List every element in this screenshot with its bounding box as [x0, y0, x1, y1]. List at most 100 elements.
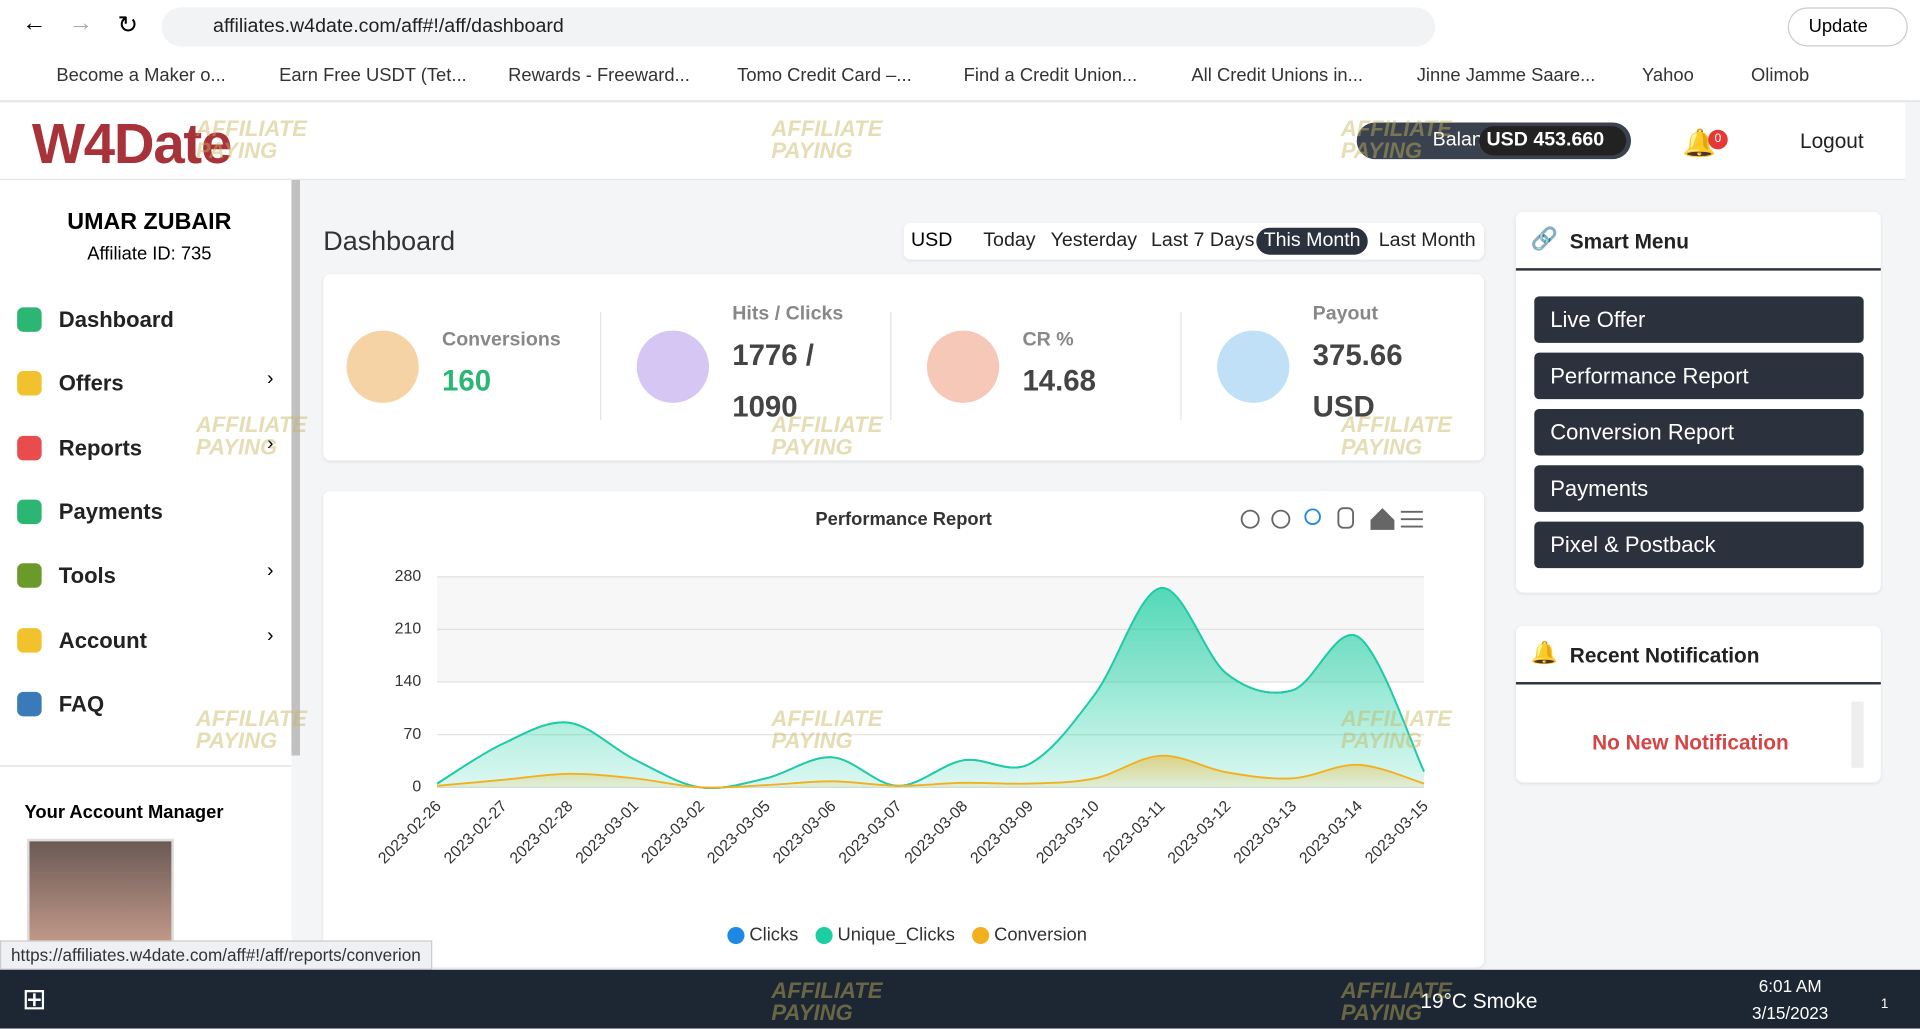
nav-item[interactable]: Tools [58, 563, 116, 588]
stat-label: Conversions [442, 329, 561, 351]
y-tick-label: 210 [395, 621, 422, 638]
zoom-out[interactable] [1271, 509, 1291, 529]
balance-value: USD 453.660 [1479, 126, 1627, 156]
forward[interactable]: → [68, 9, 94, 37]
pan[interactable] [1337, 507, 1354, 529]
range-button[interactable]: Today [983, 230, 1036, 252]
x-tick-label: 2023-03-06 [770, 798, 840, 868]
divider [1515, 682, 1881, 685]
x-tick-label: 2023-03-11 [1100, 798, 1169, 867]
chart-card: Performance Report 0 70 140 210 280 2023-02-2… [323, 491, 1485, 968]
bookmark[interactable]: Jinne Jamme Saare... [1416, 64, 1596, 86]
y-tick-label: 280 [395, 568, 422, 585]
x-tick-label: 2023-03-10 [1033, 798, 1103, 868]
nav-icon [17, 691, 42, 717]
bookmark[interactable]: Earn Free USDT (Tet... [279, 64, 467, 86]
zoom-in[interactable] [1240, 509, 1260, 529]
reset[interactable] [1370, 508, 1395, 530]
bookmark[interactable]: Rewards - Freeward... [508, 64, 690, 86]
stat-value: 160 [442, 364, 492, 398]
chevron: › [266, 625, 274, 646]
series-area [437, 755, 1425, 788]
range-button[interactable]: Last 7 Days [1151, 230, 1255, 252]
nav-item[interactable]: Dashboard [58, 307, 174, 332]
divider [0, 765, 292, 767]
link-icon: 🔗 [1530, 226, 1559, 252]
chart-title: Performance Report [815, 508, 992, 529]
x-tick-label: 2023-02-27 [441, 798, 511, 868]
menu-item[interactable]: Payments [1534, 465, 1864, 512]
back[interactable]: ← [22, 9, 47, 37]
logo[interactable]: W4Date [31, 111, 232, 176]
clock-time: 6:01 AM [1758, 975, 1822, 996]
start[interactable]: ⊞ [22, 983, 47, 1017]
nav-icon [17, 435, 42, 460]
x-tick-label: 2023-02-26 [375, 798, 445, 868]
nav-icon [17, 371, 42, 396]
nav-item[interactable]: Account [58, 627, 147, 653]
nav-icon [17, 499, 42, 524]
address-bar[interactable]: affiliates.w4date.com/aff#!/aff/dashboar… [161, 7, 1436, 47]
reload[interactable]: ↻ [117, 12, 139, 40]
range-button[interactable]: This Month [1256, 227, 1368, 255]
legend-label: Unique_Clicks [838, 923, 955, 945]
nav-item[interactable]: Reports [58, 435, 143, 460]
stat-icon [926, 330, 1000, 403]
logout[interactable]: Logout [1800, 129, 1864, 154]
y-tick-label: 140 [395, 673, 422, 690]
x-tick-label: 2023-03-01 [573, 798, 643, 868]
balance[interactable]: Balance USD 453.660 [1356, 122, 1632, 160]
y-tick-label: 70 [404, 726, 422, 743]
browser-toolbar: ← → ↻ affiliates.w4date.com/aff#!/aff/da… [0, 0, 1920, 52]
user-name: UMAR ZUBAIR [67, 209, 232, 236]
menu-item[interactable]: Conversion Report [1534, 408, 1864, 456]
bookmark[interactable]: Tomo Credit Card –... [737, 64, 912, 86]
bookmark[interactable]: Become a Maker o... [56, 64, 226, 86]
bookmark[interactable]: Find a Credit Union... [963, 64, 1138, 86]
legend-marker [815, 926, 833, 945]
x-tick-label: 2023-03-02 [638, 798, 708, 868]
currency[interactable]: USD [911, 230, 953, 252]
menu-item[interactable]: Pixel & Postback [1534, 521, 1864, 569]
nav-item[interactable]: Offers [58, 371, 124, 396]
divider [1180, 312, 1182, 421]
site-header: W4Date Balance USD 453.660 🔔 0 Logout [0, 102, 1906, 181]
stat-value: 1776 / 1090 [732, 339, 814, 424]
bookmark[interactable]: Yahoo [1642, 64, 1694, 86]
notification-title: Recent Notification [1569, 644, 1760, 668]
menu[interactable] [1400, 510, 1423, 528]
notification-card: 🔔 Recent Notification No New Notificatio… [1515, 625, 1881, 783]
legend-label: Conversion [994, 923, 1087, 944]
scrollbar [1851, 701, 1864, 768]
x-tick-label: 2023-03-07 [836, 798, 906, 868]
clock-date: 3/15/2023 [1752, 1002, 1829, 1023]
x-tick-label: 2023-02-28 [507, 798, 577, 868]
chart: Performance Report 0 70 140 210 280 2023-02-2… [375, 507, 1432, 945]
divider [600, 312, 602, 421]
range-button[interactable]: Last Month [1378, 230, 1476, 252]
x-tick-label: 2023-03-12 [1165, 798, 1235, 868]
smart-menu-title: Smart Menu [1569, 230, 1689, 254]
chevron: › [266, 561, 274, 582]
stat-label: Payout [1312, 303, 1378, 325]
x-tick-label: 2023-03-08 [902, 798, 972, 868]
chevron: › [266, 432, 274, 454]
x-tick-label: 2023-03-13 [1231, 798, 1301, 868]
nav-item[interactable]: FAQ [58, 691, 105, 717]
menu-item[interactable]: Performance Report [1534, 352, 1864, 400]
menu-item[interactable]: Live Offer [1534, 296, 1864, 343]
stat-value: 375.66 USD [1312, 339, 1403, 424]
update-button[interactable]: Update [1787, 7, 1908, 47]
nav-item[interactable]: Payments [58, 499, 163, 524]
zoom[interactable] [1304, 508, 1321, 526]
bookmark[interactable]: All Credit Unions in... [1191, 64, 1363, 86]
x-tick-label: 2023-03-05 [704, 798, 774, 868]
page-title: Dashboard [323, 225, 456, 256]
legend-marker [727, 926, 745, 945]
range-bar: USD [903, 222, 1485, 260]
bookmark[interactable]: Olimob [1751, 64, 1810, 86]
range-button[interactable]: Yesterday [1050, 230, 1138, 252]
sidebar: UMAR ZUBAIR Affiliate ID: 735 Your Accou… [0, 180, 292, 970]
